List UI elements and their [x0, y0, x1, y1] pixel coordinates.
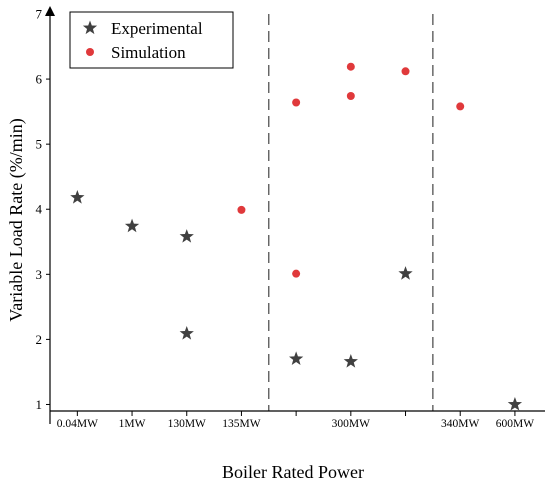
simulation-point [456, 102, 465, 111]
y-tick-label: 5 [36, 137, 43, 152]
experimental-point [343, 354, 358, 368]
legend-label: Simulation [111, 43, 186, 62]
region-dividers [268, 14, 434, 411]
experimental-point [124, 218, 140, 233]
x-tick-label: 135MW [222, 418, 260, 430]
simulation-point [346, 62, 355, 71]
y-tick-label: 3 [36, 267, 43, 282]
y-tick-label: 1 [36, 397, 43, 412]
experimental-point [289, 351, 304, 365]
experimental-point [179, 326, 194, 340]
y-tick-label: 4 [36, 202, 43, 217]
experimental-point [70, 190, 85, 204]
simulation-point [292, 269, 301, 278]
y-tick-label: 6 [36, 72, 43, 87]
x-tick-label: 1MW [119, 418, 146, 430]
legend: Experimental Simulation [69, 11, 234, 69]
simulation-point [237, 205, 246, 214]
y-tick-label: 2 [36, 332, 43, 347]
data-marks [70, 62, 523, 411]
experimental-point [179, 229, 194, 243]
legend-box [69, 11, 234, 69]
x-tick-label: 300MW [332, 418, 370, 430]
x-tick-label: 130MW [168, 418, 206, 430]
legend-label: Experimental [111, 19, 203, 38]
x-ticks: 0.04MW 1MW 130MW 135MW 300MW 340MW 600MW [57, 411, 534, 430]
simulation-point [401, 67, 410, 76]
legend-star-marker [82, 20, 98, 35]
x-axis-title: Boiler Rated Power [222, 462, 364, 482]
x-tick-label: 340MW [441, 418, 479, 430]
legend-circle-marker [86, 48, 94, 56]
experimental-point [398, 266, 413, 280]
x-tick-label: 600MW [496, 418, 534, 430]
y-axis-title: Variable Load Rate (%/min) [6, 118, 27, 321]
simulation-point [346, 92, 355, 100]
y-ticks: 1 2 3 4 5 6 7 [36, 7, 50, 412]
y-tick-label: 7 [36, 7, 43, 22]
experimental-point [507, 396, 523, 411]
simulation-point [292, 98, 301, 107]
x-tick-label: 0.04MW [57, 418, 98, 430]
